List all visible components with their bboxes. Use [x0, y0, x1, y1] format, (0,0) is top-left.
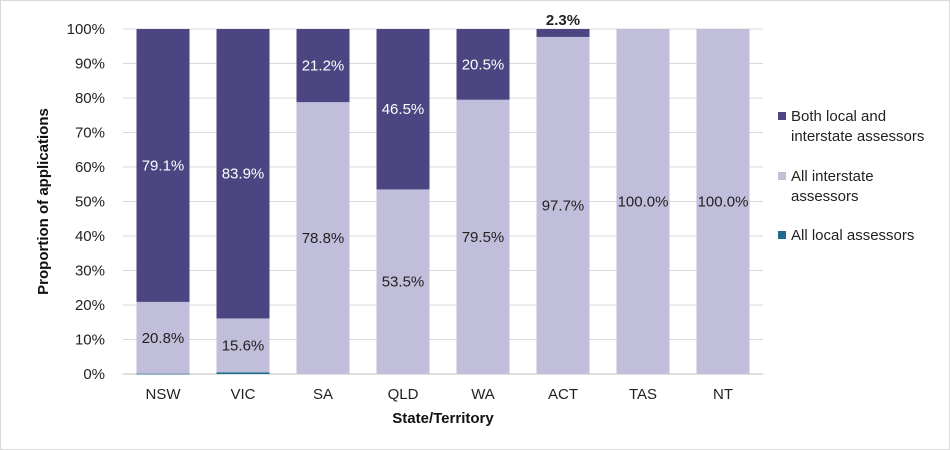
data-label: 20.8% [142, 330, 185, 347]
y-tick-label: 10% [75, 332, 105, 349]
bar-segment [136, 373, 190, 375]
bar-segment [376, 189, 430, 374]
legend-label: All local assessors [791, 227, 914, 244]
legend-item: All interstate assessors [778, 168, 874, 205]
bar-labels: 20.8% 79.1% 15.6% 83.9% 78.8% 21.2% 53.5% 46.5%… [142, 12, 749, 354]
bar-segment [216, 318, 270, 373]
legend-label: assessors [791, 188, 859, 205]
legend-item: All local assessors [778, 227, 914, 244]
legend-label: interstate assessors [791, 128, 924, 145]
bar-segment [136, 29, 190, 302]
data-label: 2.3% [546, 12, 580, 29]
data-label: 21.2% [302, 58, 345, 75]
y-axis-ticks: 0% 10% 20% 30% 40% 50% 60% 70% 80% 90% 100% [67, 21, 105, 383]
data-label: 97.7% [542, 197, 585, 214]
x-tick-label: ACT [548, 386, 578, 403]
bar-segment [296, 102, 350, 374]
bar-segment [456, 29, 510, 100]
legend-item: Both local and interstate assessors [778, 108, 924, 145]
data-label: 53.5% [382, 274, 425, 291]
data-label: 79.5% [462, 229, 505, 246]
data-label: 79.1% [142, 157, 185, 174]
x-tick-label: TAS [629, 386, 657, 403]
bars [136, 29, 750, 375]
bar-segment [616, 29, 670, 374]
y-tick-label: 70% [75, 125, 105, 142]
x-tick-label: WA [471, 386, 495, 403]
data-label: 20.5% [462, 56, 505, 73]
x-tick-label: QLD [388, 386, 419, 403]
data-label: 78.8% [302, 230, 345, 247]
bar-segment [536, 29, 590, 37]
legend-swatch [778, 231, 786, 239]
data-label: 46.5% [382, 101, 425, 118]
y-axis-title: Proportion of applications [35, 108, 52, 295]
x-tick-label: NSW [146, 386, 182, 403]
legend-swatch [778, 172, 786, 180]
bar-segment [136, 301, 190, 374]
bar-segment [536, 36, 590, 375]
legend-swatch [778, 112, 786, 120]
legend-label: Both local and [791, 108, 886, 125]
y-tick-label: 20% [75, 297, 105, 314]
y-tick-label: 90% [75, 56, 105, 73]
y-tick-label: 40% [75, 228, 105, 245]
bar-segment [296, 29, 350, 103]
bar-segment [696, 29, 750, 374]
data-label: 15.6% [222, 337, 265, 354]
x-tick-label: SA [313, 386, 333, 403]
bar-segment [216, 29, 270, 319]
y-tick-label: 60% [75, 159, 105, 176]
legend-label: All interstate [791, 168, 874, 185]
legend: Both local and interstate assessors All in… [778, 108, 924, 244]
y-tick-label: 0% [83, 366, 105, 383]
y-tick-label: 100% [67, 21, 105, 38]
data-label: 100.0% [698, 194, 749, 211]
bar-segment [376, 29, 430, 190]
x-tick-label: VIC [230, 386, 255, 403]
x-axis-ticks: NSW VIC SA QLD WA ACT TAS NT [146, 386, 734, 403]
x-tick-label: NT [713, 386, 733, 403]
y-tick-label: 30% [75, 263, 105, 280]
x-axis-title: State/Territory [392, 410, 494, 427]
data-label: 100.0% [618, 194, 669, 211]
bar-segment [456, 99, 510, 374]
data-label: 83.9% [222, 166, 265, 183]
y-tick-label: 80% [75, 90, 105, 107]
y-tick-label: 50% [75, 194, 105, 211]
bar-segment [216, 372, 270, 374]
